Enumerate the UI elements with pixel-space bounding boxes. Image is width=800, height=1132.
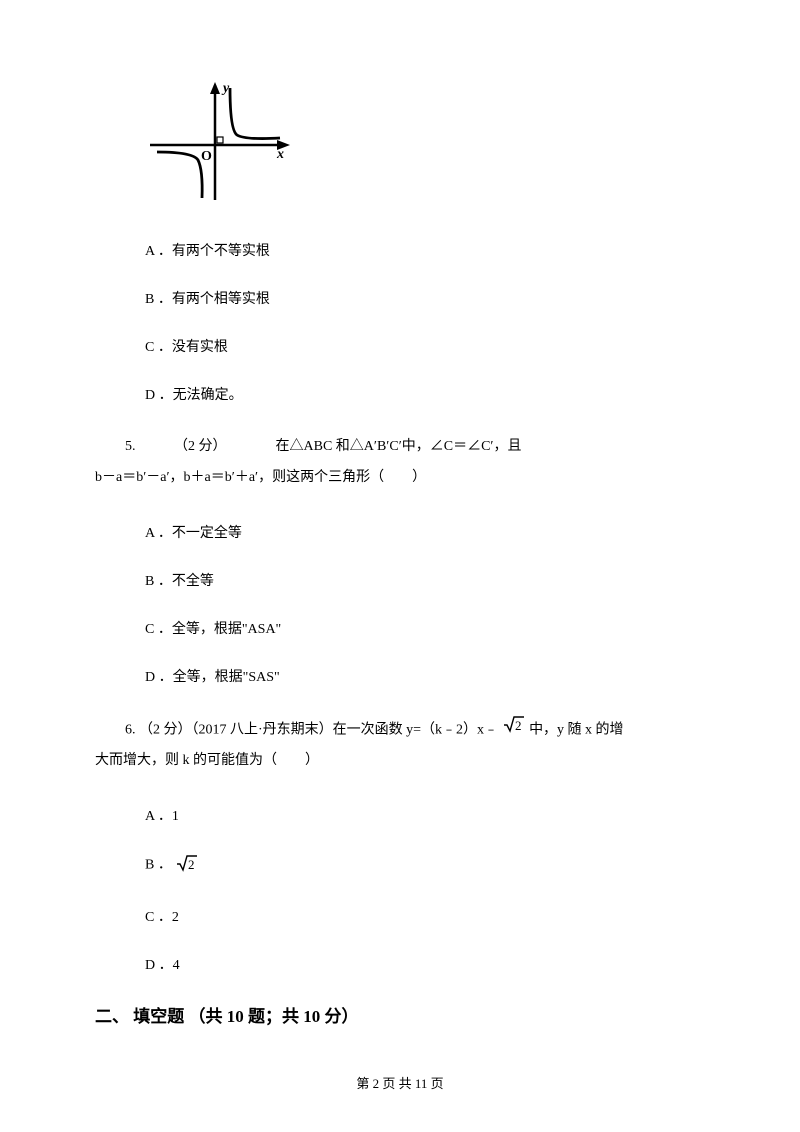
q6-option-c: C ．2 [145,906,705,926]
q5-points: （2 分） [174,439,227,454]
q6-option-b-prefix: B ． [145,858,172,873]
q6-line2: 大而增大，则 k 的可能值为（ ） [95,746,319,777]
q6-option-a: A ．1 [145,805,705,825]
q5-number: 5. [125,439,136,454]
hyperbola-graph: y x O [145,80,295,205]
q5-option-b: B ．不全等 [145,570,705,590]
q5-question: 5. （2 分） 在△ABC 和△A′B′C′中，∠C＝∠C′，且 b－a＝b′… [95,432,705,494]
q6-question: 6. （2 分）（2017 八上·丹东期末）在一次函数 y=（k﹣2）x﹣ 2 … [125,714,705,778]
q5-option-d: D ．全等，根据"SAS" [145,666,705,686]
q6-suffix: 中，y 随 x 的增 [529,722,624,737]
sqrt-icon: 2 [502,714,526,747]
svg-text:2: 2 [515,718,522,733]
y-axis-label: y [221,81,230,96]
q5-option-a: A ．不一定全等 [145,522,705,542]
origin-label: O [201,149,212,164]
q5-option-c: C ．全等，根据"ASA" [145,618,705,638]
q4-option-a: A ．有两个不等实根 [145,240,705,260]
graph-figure: y x O [145,80,705,210]
svg-text:2: 2 [188,857,195,872]
q6-option-b: B ． 2 [145,853,705,878]
q6-option-d: D ．4 [145,954,705,974]
q6-prefix: 6. （2 分）（2017 八上·丹东期末）在一次函数 y=（k﹣2）x﹣ [125,722,498,737]
q5-text-start: 在△ABC 和△A′B′C′中，∠C＝∠C′，且 [276,439,522,454]
x-axis-label: x [276,147,284,162]
section2-header: 二、 填空题 （共 10 题；共 10 分） [95,1002,705,1027]
q5-text-line2: b－a＝b′－a′，b＋a＝b′＋a′，则这两个三角形（ ） [95,463,705,494]
sqrt-icon: 2 [175,853,199,878]
page-footer: 第 2 页 共 11 页 [0,1073,800,1092]
q4-option-d: D ．无法确定。 [145,384,705,404]
q4-option-c: C ．没有实根 [145,336,705,356]
q4-option-b: B ．有两个相等实根 [145,288,705,308]
